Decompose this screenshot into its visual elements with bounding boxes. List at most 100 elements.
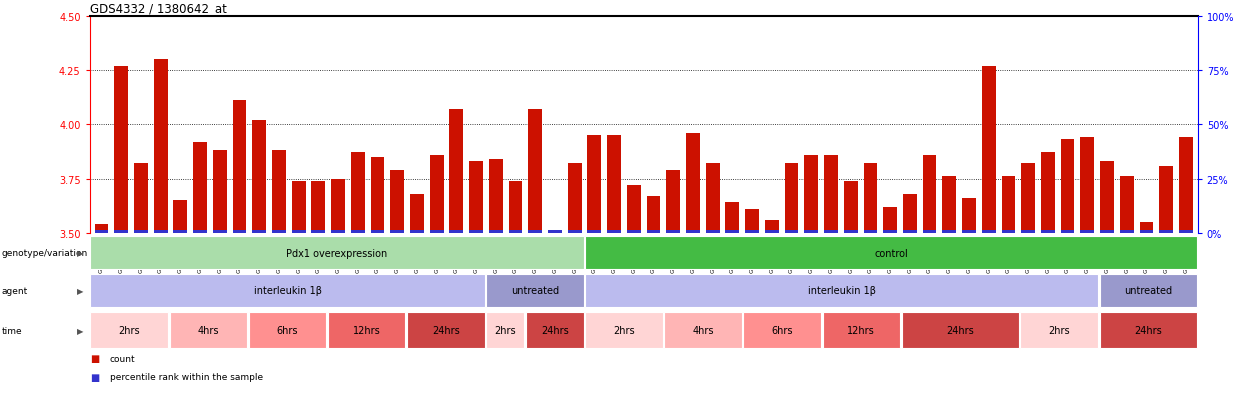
Bar [743,313,820,349]
Bar [233,231,247,233]
Bar [585,313,662,349]
Bar [844,181,858,233]
Bar [469,162,483,233]
Bar [91,237,584,269]
Bar [525,313,584,349]
Text: 2hrs: 2hrs [494,325,515,336]
Bar [213,151,227,233]
Bar [1001,231,1016,233]
Text: 24hrs: 24hrs [946,325,974,336]
Bar [864,231,878,233]
Bar [407,313,484,349]
Bar [1139,223,1153,233]
Bar [1101,231,1114,233]
Text: interleukin 1β: interleukin 1β [254,286,321,296]
Bar [213,231,227,233]
Bar [588,231,601,233]
Bar [410,231,423,233]
Text: 24hrs: 24hrs [432,325,459,336]
Bar [962,231,976,233]
Bar [1099,274,1196,307]
Text: 6hrs: 6hrs [276,325,299,336]
Bar [824,155,838,233]
Bar [489,160,503,233]
Text: 4hrs: 4hrs [692,325,713,336]
Bar [585,237,1196,269]
Bar [486,313,524,349]
Bar [489,231,503,233]
Bar [686,134,700,233]
Bar [1179,138,1193,233]
Bar [746,231,759,233]
Bar [982,231,996,233]
Bar [371,231,385,233]
Bar [746,209,759,233]
Bar [134,164,148,233]
Bar [568,164,581,233]
Text: GDS4332 / 1380642_at: GDS4332 / 1380642_at [90,2,227,15]
Bar [1061,231,1074,233]
Bar [271,231,286,233]
Bar [942,177,956,233]
Bar [726,203,740,233]
Text: ■: ■ [90,372,98,382]
Bar [1159,231,1173,233]
Bar [311,181,325,233]
Bar [115,66,128,233]
Text: ▶: ▶ [77,326,83,335]
Bar [608,231,621,233]
Bar [193,231,207,233]
Bar [1139,231,1153,233]
Bar [1021,313,1098,349]
Bar [115,231,128,233]
Bar [804,231,818,233]
Bar [430,231,443,233]
Text: 2hrs: 2hrs [1048,325,1069,336]
Bar [864,164,878,233]
Text: 24hrs: 24hrs [1134,325,1162,336]
Text: 24hrs: 24hrs [540,325,569,336]
Bar [351,153,365,233]
Text: Pdx1 overexpression: Pdx1 overexpression [286,248,387,258]
Bar [173,201,187,233]
Bar [91,313,168,349]
Bar [253,121,266,233]
Bar [486,274,584,307]
Bar [1179,231,1193,233]
Bar [391,171,405,233]
Bar [1041,231,1055,233]
Bar [883,207,896,233]
Bar [923,155,936,233]
Bar [469,231,483,233]
Bar [844,231,858,233]
Bar [249,313,326,349]
Bar [962,199,976,233]
Bar [588,136,601,233]
Bar [371,157,385,233]
Bar [169,313,248,349]
Bar [706,231,720,233]
Bar [901,313,1018,349]
Bar [646,231,660,233]
Text: ▶: ▶ [77,249,83,257]
Bar [784,231,798,233]
Text: ■: ■ [90,354,98,363]
Bar [331,179,345,233]
Text: untreated: untreated [510,286,559,296]
Bar [804,155,818,233]
Text: 12hrs: 12hrs [848,325,875,336]
Bar [311,231,325,233]
Bar [608,136,621,233]
Text: time: time [1,326,22,335]
Bar [1041,153,1055,233]
Bar [153,231,168,233]
Bar [824,231,838,233]
Bar [153,60,168,233]
Bar [1021,164,1035,233]
Bar [568,231,581,233]
Bar [233,101,247,233]
Bar [627,231,641,233]
Bar [1119,177,1134,233]
Bar [666,231,680,233]
Bar [706,164,720,233]
